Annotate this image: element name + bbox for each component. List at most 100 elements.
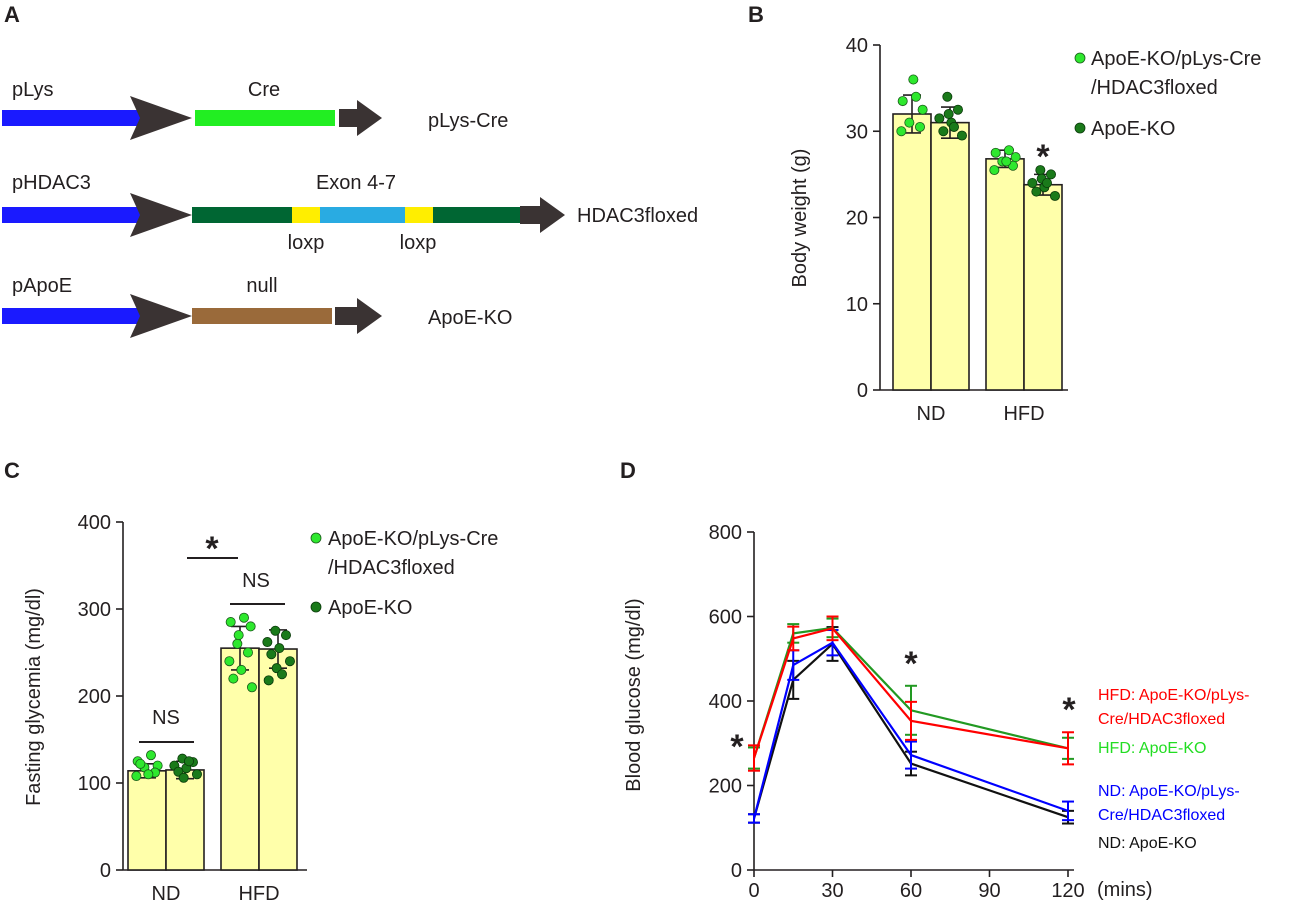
legend-label-cre-line1: ApoE-KO/pLys-Cre bbox=[328, 528, 498, 550]
bar bbox=[127, 770, 167, 871]
promoter-bar-phdac3 bbox=[2, 207, 142, 223]
x-tick-label: 30 bbox=[821, 880, 843, 902]
data-point bbox=[990, 147, 1001, 158]
data-point bbox=[989, 165, 1000, 176]
x-tick-label: ND bbox=[152, 883, 181, 905]
panel-letter-a: A bbox=[4, 2, 20, 27]
y-tick-label: 200 bbox=[78, 686, 111, 708]
y-tick-label: 400 bbox=[709, 691, 742, 713]
bar bbox=[258, 648, 298, 871]
construct-name-plys-cre: pLys-Cre bbox=[428, 110, 508, 132]
data-point bbox=[131, 771, 142, 782]
x-tick-label: 120 bbox=[1051, 880, 1084, 902]
promoter-bar-papoe bbox=[2, 308, 142, 324]
promoter-label-phdac3: pHDAC3 bbox=[12, 172, 91, 194]
data-point bbox=[232, 638, 243, 649]
data-point bbox=[263, 675, 274, 686]
y-tick-label: 100 bbox=[78, 773, 111, 795]
data-point bbox=[938, 126, 949, 137]
data-point bbox=[917, 104, 928, 115]
x-tick-label: HFD bbox=[1003, 403, 1044, 425]
significance-star: * bbox=[205, 530, 219, 568]
bar bbox=[1023, 183, 1063, 391]
panel-c: C Fasting glycemia (mg/dl) 0 100 200 300 400… bbox=[4, 458, 498, 905]
panel-letter-c: C bbox=[4, 458, 20, 483]
panel-c-legend: ApoE-KO/pLys-Cre /HDAC3floxed ApoE-KO bbox=[310, 528, 498, 619]
panel-d-x-axis-title: (mins) bbox=[1097, 879, 1153, 901]
bar bbox=[930, 121, 970, 391]
end-arrow-hdac3 bbox=[520, 197, 565, 233]
panel-d-legend: HFD: ApoE-KO/pLys- Cre/HDAC3floxed HFD: … bbox=[1098, 687, 1249, 852]
promoter-bar-plys bbox=[2, 110, 142, 126]
data-point bbox=[228, 673, 239, 684]
data-point bbox=[178, 772, 189, 783]
null-label: null bbox=[246, 275, 277, 297]
data-point bbox=[135, 758, 146, 769]
legend-nd-apoe-ko: ND: ApoE-KO bbox=[1098, 835, 1197, 852]
legend-label-cre-line1: ApoE-KO/pLys-Cre bbox=[1091, 48, 1261, 70]
bar bbox=[220, 647, 260, 871]
data-point bbox=[942, 91, 953, 102]
exon-label: Exon 4-7 bbox=[316, 172, 396, 194]
y-tick-label: 0 bbox=[731, 860, 742, 882]
y-tick-label: 600 bbox=[709, 607, 742, 629]
loxp-site-right bbox=[405, 207, 433, 223]
panel-a: A pLys Cre pLys-Cre pHDAC3 Exon 4-7 loxp… bbox=[2, 2, 698, 338]
data-point bbox=[145, 750, 156, 761]
y-tick-label: 800 bbox=[709, 522, 742, 544]
promoter-label-papoe: pApoE bbox=[12, 275, 72, 297]
data-point bbox=[1045, 169, 1056, 180]
exon-dark-right bbox=[433, 207, 520, 223]
data-point bbox=[1041, 177, 1052, 188]
legend-nd-cre-line2: Cre/HDAC3floxed bbox=[1098, 807, 1225, 824]
data-point bbox=[246, 682, 257, 693]
data-point bbox=[280, 630, 291, 641]
data-point bbox=[1049, 190, 1060, 201]
x-tick-label: 90 bbox=[978, 880, 1000, 902]
panel-d-plot: 0 200 400 600 800 0 30 60 90 120 * * * bbox=[709, 522, 1085, 902]
significance-star: * bbox=[1036, 138, 1050, 176]
data-point bbox=[274, 643, 285, 654]
construct-plys-cre: pLys Cre pLys-Cre bbox=[2, 79, 508, 140]
y-tick-label: 0 bbox=[857, 380, 868, 402]
construct-hdac3floxed: pHDAC3 Exon 4-7 loxp loxp HDAC3floxed bbox=[2, 172, 698, 254]
construct-apoe-ko: pApoE null ApoE-KO bbox=[2, 275, 512, 338]
data-point bbox=[245, 621, 256, 632]
data-point bbox=[896, 126, 907, 137]
legend-marker-cre bbox=[310, 532, 322, 544]
promoter-arrow-papoe bbox=[130, 294, 192, 338]
data-point bbox=[952, 104, 963, 115]
legend-nd-cre-line1: ND: ApoE-KO/pLys- bbox=[1098, 783, 1240, 800]
annotation-ns-hfd: NS bbox=[242, 570, 270, 592]
data-point bbox=[1010, 152, 1021, 163]
panel-b-legend: ApoE-KO/pLys-Cre /HDAC3floxed ApoE-KO bbox=[1074, 48, 1261, 140]
data-point bbox=[242, 647, 253, 658]
end-arrow-apoe bbox=[335, 298, 382, 334]
data-point bbox=[1003, 145, 1014, 156]
data-point bbox=[904, 117, 915, 128]
panel-letter-d: D bbox=[620, 458, 636, 483]
y-tick-label: 20 bbox=[846, 208, 868, 230]
legend-label-apoe-ko: ApoE-KO bbox=[328, 597, 412, 619]
legend-marker-apoe-ko bbox=[310, 601, 322, 613]
data-point bbox=[956, 130, 967, 141]
y-tick-label: 40 bbox=[846, 35, 868, 57]
annotation-ns-nd: NS bbox=[152, 707, 180, 729]
data-point bbox=[262, 637, 273, 648]
legend-label-cre-line2: /HDAC3floxed bbox=[328, 557, 455, 579]
data-point bbox=[266, 649, 277, 660]
construct-name-hdac3floxed: HDAC3floxed bbox=[577, 205, 698, 227]
panel-d-y-axis-title: Blood glucose (mg/dl) bbox=[623, 598, 645, 791]
data-point bbox=[143, 769, 154, 780]
significance-star: * bbox=[730, 728, 744, 766]
legend-marker-apoe-ko bbox=[1074, 122, 1086, 134]
promoter-label-plys: pLys bbox=[12, 79, 54, 101]
data-point bbox=[270, 625, 281, 636]
legend-label-cre-line2: /HDAC3floxed bbox=[1091, 77, 1218, 99]
legend-marker-cre bbox=[1074, 52, 1086, 64]
legend-label-apoe-ko: ApoE-KO bbox=[1091, 118, 1175, 140]
legend-hfd-cre-line2: Cre/HDAC3floxed bbox=[1098, 711, 1225, 728]
data-point bbox=[1031, 186, 1042, 197]
exon-dark-left bbox=[192, 207, 292, 223]
